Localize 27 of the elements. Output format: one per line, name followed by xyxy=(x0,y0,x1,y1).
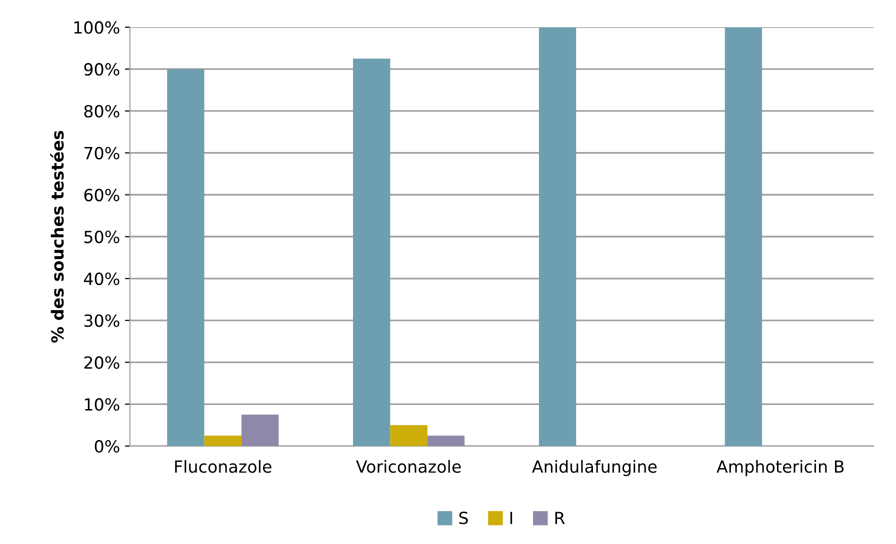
legend-label: I xyxy=(510,512,512,524)
x-tick-label: Amphotericin B xyxy=(716,460,844,476)
y-tick-label: 50% xyxy=(84,230,120,244)
legend-label: S xyxy=(459,512,468,524)
y-tick-label: 20% xyxy=(84,356,120,369)
x-tick-label: Fluconazole xyxy=(175,460,272,473)
bar xyxy=(427,436,465,446)
x-tick-label: Voriconazole xyxy=(356,460,461,473)
y-tick-label: 80% xyxy=(84,104,120,118)
legend-label: R xyxy=(555,512,565,524)
y-tick-label: 70% xyxy=(84,146,120,160)
bar xyxy=(204,436,242,446)
y-axis-title: % des souches testées xyxy=(50,130,64,343)
bar xyxy=(353,58,390,446)
y-tick-label: 90% xyxy=(84,63,120,76)
y-tick-label: 30% xyxy=(84,314,120,327)
bar xyxy=(167,69,204,446)
y-tick-label: 10% xyxy=(84,398,120,411)
y-tick-label: 100% xyxy=(74,21,120,34)
bar xyxy=(390,425,428,446)
y-tick-label: 0% xyxy=(94,440,120,453)
x-tick-label: Anidulafungine xyxy=(532,460,657,476)
y-tick-label: 60% xyxy=(84,188,120,202)
y-tick-label: 40% xyxy=(84,272,120,286)
bar xyxy=(724,27,762,446)
bar xyxy=(538,27,576,446)
bar xyxy=(241,414,279,446)
